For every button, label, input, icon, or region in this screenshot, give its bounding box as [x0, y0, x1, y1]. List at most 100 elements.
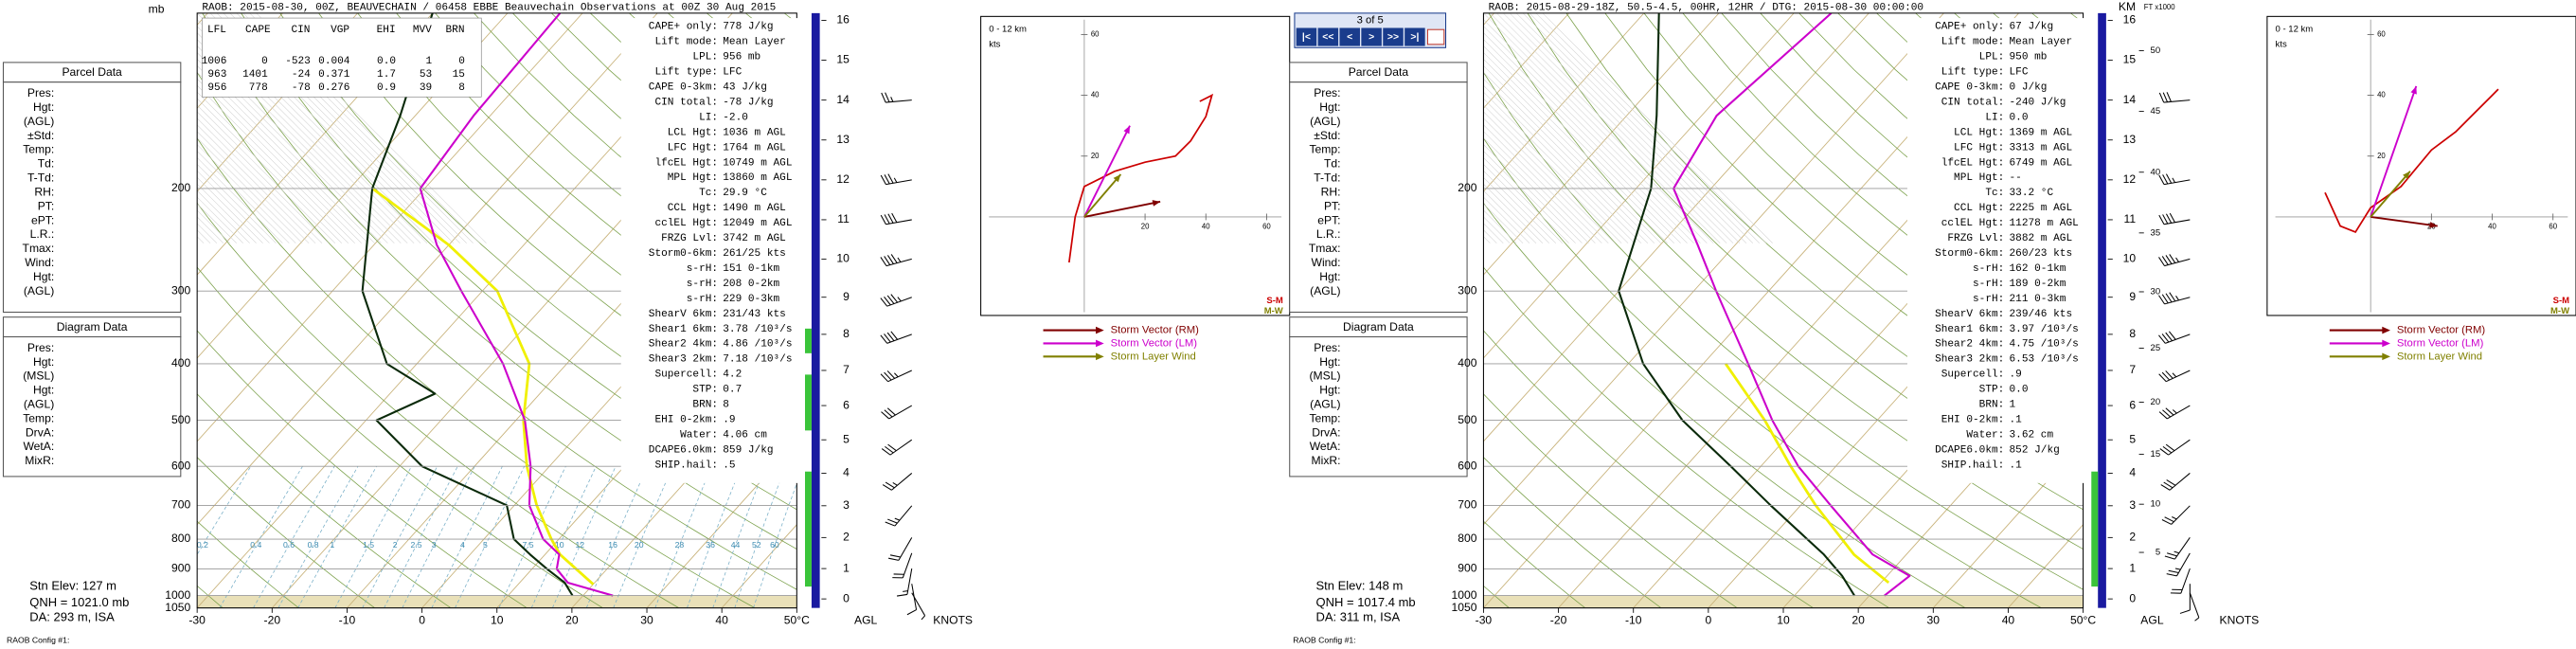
dry-adiabat: [318, 12, 797, 434]
km-tick-label: 14: [2123, 93, 2137, 106]
info-field-label: Wind:: [25, 256, 54, 269]
nav-button-label[interactable]: |<: [1302, 32, 1311, 43]
nav-button-label[interactable]: <<: [1322, 32, 1333, 43]
barb-full: [2165, 407, 2174, 416]
summary-column-header: CAPE: [245, 25, 271, 36]
info-field-label: Pres:: [1314, 86, 1340, 99]
nav-button-bg[interactable]: [1339, 27, 1360, 46]
barb-staff: [2169, 473, 2191, 491]
mixing-ratio-line: [334, 465, 412, 608]
isotherm: [1483, 12, 1869, 442]
km-tick-label: 9: [843, 290, 850, 303]
nav-button-bg[interactable]: [1317, 27, 1339, 46]
info-fields-box: [1289, 335, 1468, 478]
barb-staff: [2163, 179, 2191, 186]
hatch: [1483, 124, 1602, 243]
mixing-ratio-label: 20: [635, 540, 644, 550]
hatch: [1483, 151, 1576, 243]
nav-button-label[interactable]: >: [1368, 32, 1374, 43]
dry-adiabat: [1483, 137, 2042, 608]
pressure-tick-label: 200: [171, 181, 190, 194]
index-value: 852 J/kg: [2010, 444, 2060, 456]
index-label: s-rH:: [1973, 279, 2004, 290]
barb-full: [884, 371, 892, 381]
hodograph-ytick-label: 60: [1091, 29, 1100, 38]
cloud-layer: [805, 471, 812, 587]
wind-barb: [906, 584, 918, 616]
hatch: [1483, 183, 1544, 243]
nav-button-bg[interactable]: [1361, 27, 1382, 46]
barb-full: [2163, 481, 2174, 489]
summary-cell: 53: [420, 69, 432, 81]
nav-button-label[interactable]: >>: [1387, 32, 1399, 43]
barb-full: [2179, 609, 2191, 614]
barb-staff: [886, 99, 912, 103]
index-value: -2.0: [723, 112, 748, 123]
km-tick-label: 2: [2129, 531, 2136, 544]
storm-vector: [1083, 173, 1122, 218]
nav-button[interactable]: <<: [1317, 27, 1339, 46]
nav-button-label[interactable]: <: [1347, 32, 1352, 43]
nav-button[interactable]: >>: [1383, 27, 1404, 46]
wind-barb: [880, 294, 912, 307]
legend-swatch-head: [1096, 326, 1104, 334]
hatch: [1483, 32, 1694, 243]
nav-button-label[interactable]: >|: [1410, 32, 1419, 43]
km-tick-label: 6: [843, 398, 850, 411]
summary-cell: 778: [249, 82, 268, 94]
legend-label: Storm Vector (RM): [1111, 325, 1200, 336]
nav-button-bg[interactable]: [1404, 27, 1425, 46]
index-value: 1490 m AGL: [723, 203, 786, 214]
index-value: 0 J/kg: [2010, 82, 2048, 94]
nav-icon[interactable]: [1426, 28, 1445, 45]
barb-full: [2159, 448, 2169, 456]
barb-full: [897, 593, 908, 597]
hodograph-xtick-label: 40: [1202, 222, 1210, 230]
index-label: Shear2 4km:: [649, 339, 718, 351]
isotherm: [1483, 12, 1645, 192]
info-field-label: WetA:: [23, 440, 54, 453]
temp-tick-label: 0: [419, 614, 425, 627]
km-tick-label: 9: [2129, 290, 2136, 303]
info-field-label: Temp:: [1309, 143, 1340, 156]
pressure-tick-label: 800: [171, 532, 190, 545]
barb-staff: [2163, 99, 2191, 103]
barb-half: [921, 615, 926, 621]
mixing-ratio-line: [530, 465, 597, 608]
legend-label: Storm Layer Wind: [1111, 351, 1196, 362]
nav-button[interactable]: >: [1361, 27, 1382, 46]
barb-full: [2165, 370, 2174, 379]
km-tick-label: 12: [2123, 172, 2137, 186]
legend-label: Storm Vector (LM): [1111, 337, 1198, 349]
info-field-label: RH:: [34, 185, 54, 198]
summary-column-header: CIN: [291, 25, 310, 36]
barb-full: [884, 409, 893, 418]
km-tick-label: 7: [843, 363, 850, 376]
nav-button[interactable]: |<: [1296, 27, 1317, 46]
info-fields-box: [2, 335, 182, 478]
index-label: LI:: [1985, 112, 2004, 123]
nav-button[interactable]: >|: [1404, 27, 1425, 46]
index-label: s-rH:: [687, 294, 718, 305]
barb-full: [2158, 214, 2165, 225]
pressure-tick-label: 700: [171, 498, 190, 512]
wind-barb: [2179, 584, 2191, 614]
index-label: Supercell:: [1941, 370, 2005, 381]
barb-half: [894, 517, 901, 521]
index-value: 8: [723, 400, 729, 411]
nav-button-bg[interactable]: [1383, 27, 1404, 46]
barb-staff: [906, 568, 913, 595]
nav-button[interactable]: <: [1339, 27, 1360, 46]
hodograph-corner-label: M-W: [1264, 306, 1283, 316]
nav-button-bg[interactable]: [1296, 27, 1317, 46]
hodograph-xtick-label: 60: [2549, 222, 2557, 230]
hatch: [197, 176, 263, 243]
dry-adiabat: [1483, 520, 1586, 608]
barb-half: [903, 590, 908, 592]
km-tick-label: 4: [843, 466, 850, 479]
summary-cell: 8: [458, 82, 465, 94]
index-value: 211 0-3km: [2010, 294, 2066, 305]
barb-full: [2168, 569, 2179, 574]
km-tick-label: 10: [2123, 252, 2137, 265]
dry-adiabat: [1604, 12, 2084, 434]
